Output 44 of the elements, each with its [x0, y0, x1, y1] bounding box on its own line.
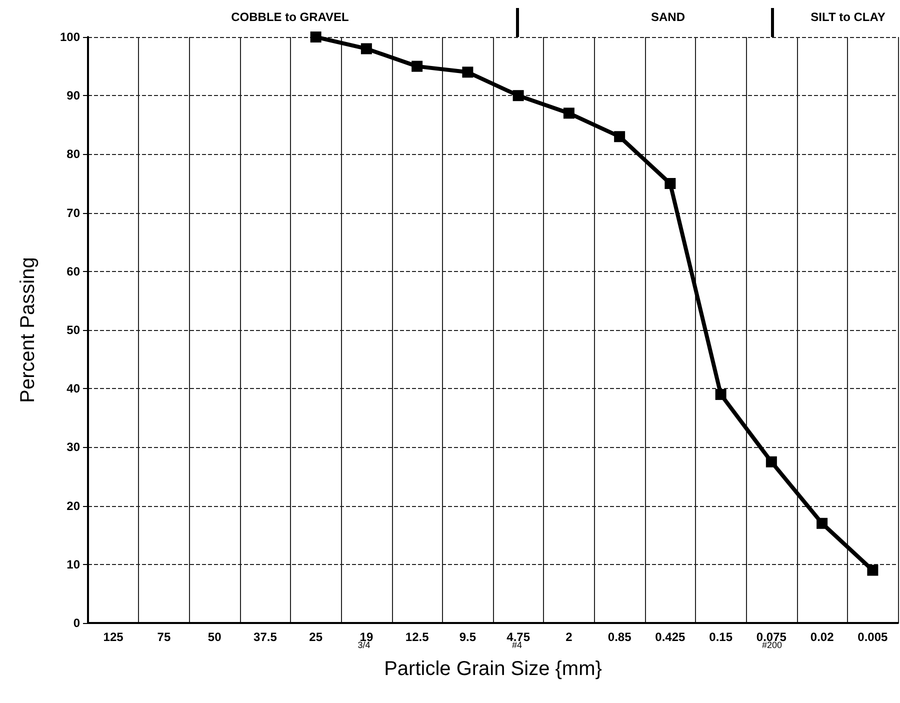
x-tick-label: 75 — [157, 630, 171, 644]
y-tick-label: 100 — [60, 30, 80, 44]
y-tick-label: 40 — [66, 382, 80, 396]
x-tick-label: 50 — [208, 630, 222, 644]
y-tick-label: 60 — [66, 264, 80, 278]
text: #4 — [512, 640, 522, 650]
x-tick-label: 12.5 — [405, 630, 430, 644]
x-tick-label: 0.425 — [655, 630, 686, 644]
y-tick-label: 20 — [66, 498, 80, 513]
x-tick-label: 37.5 — [254, 630, 278, 644]
x-tick-label: 9.5 — [459, 630, 476, 644]
text: SAND — [650, 10, 686, 24]
point — [715, 388, 726, 400]
y-tick-label: 0 — [73, 616, 80, 630]
y-tick-label: 80 — [66, 147, 80, 162]
text: 3/4 — [358, 640, 370, 650]
text: #200 — [762, 640, 782, 650]
y-tick-label: 70 — [66, 206, 80, 220]
y-tick-label: 30 — [66, 440, 80, 454]
point — [563, 108, 574, 119]
point — [614, 131, 626, 142]
point — [512, 90, 524, 102]
point — [867, 564, 878, 576]
y-tick-label: 50 — [66, 323, 80, 337]
point — [462, 66, 474, 78]
y-tick-label: 10 — [66, 557, 80, 572]
point — [310, 32, 322, 42]
y-axis-title: Percent Passing — [17, 257, 39, 403]
point — [664, 178, 676, 189]
x-tick-label: 2 — [566, 630, 573, 644]
point — [816, 518, 828, 529]
x-tick-label: 0.02 — [810, 630, 834, 644]
x-tick-label: 0.85 — [608, 630, 632, 644]
text: SILT to CLAY — [810, 10, 886, 24]
y-tick-label: 90 — [66, 88, 80, 103]
point — [360, 43, 372, 54]
x-tick-label: 0.15 — [709, 630, 733, 644]
x-axis-title: Particle Grain Size {mm} — [384, 658, 602, 680]
x-tick-label: 0.005 — [858, 630, 888, 644]
point — [766, 456, 777, 468]
x-tick-label: 25 — [309, 630, 323, 644]
x-tick-label: 125 — [103, 630, 124, 644]
text: COBBLE to GRAVEL — [231, 10, 349, 24]
point — [412, 60, 423, 72]
